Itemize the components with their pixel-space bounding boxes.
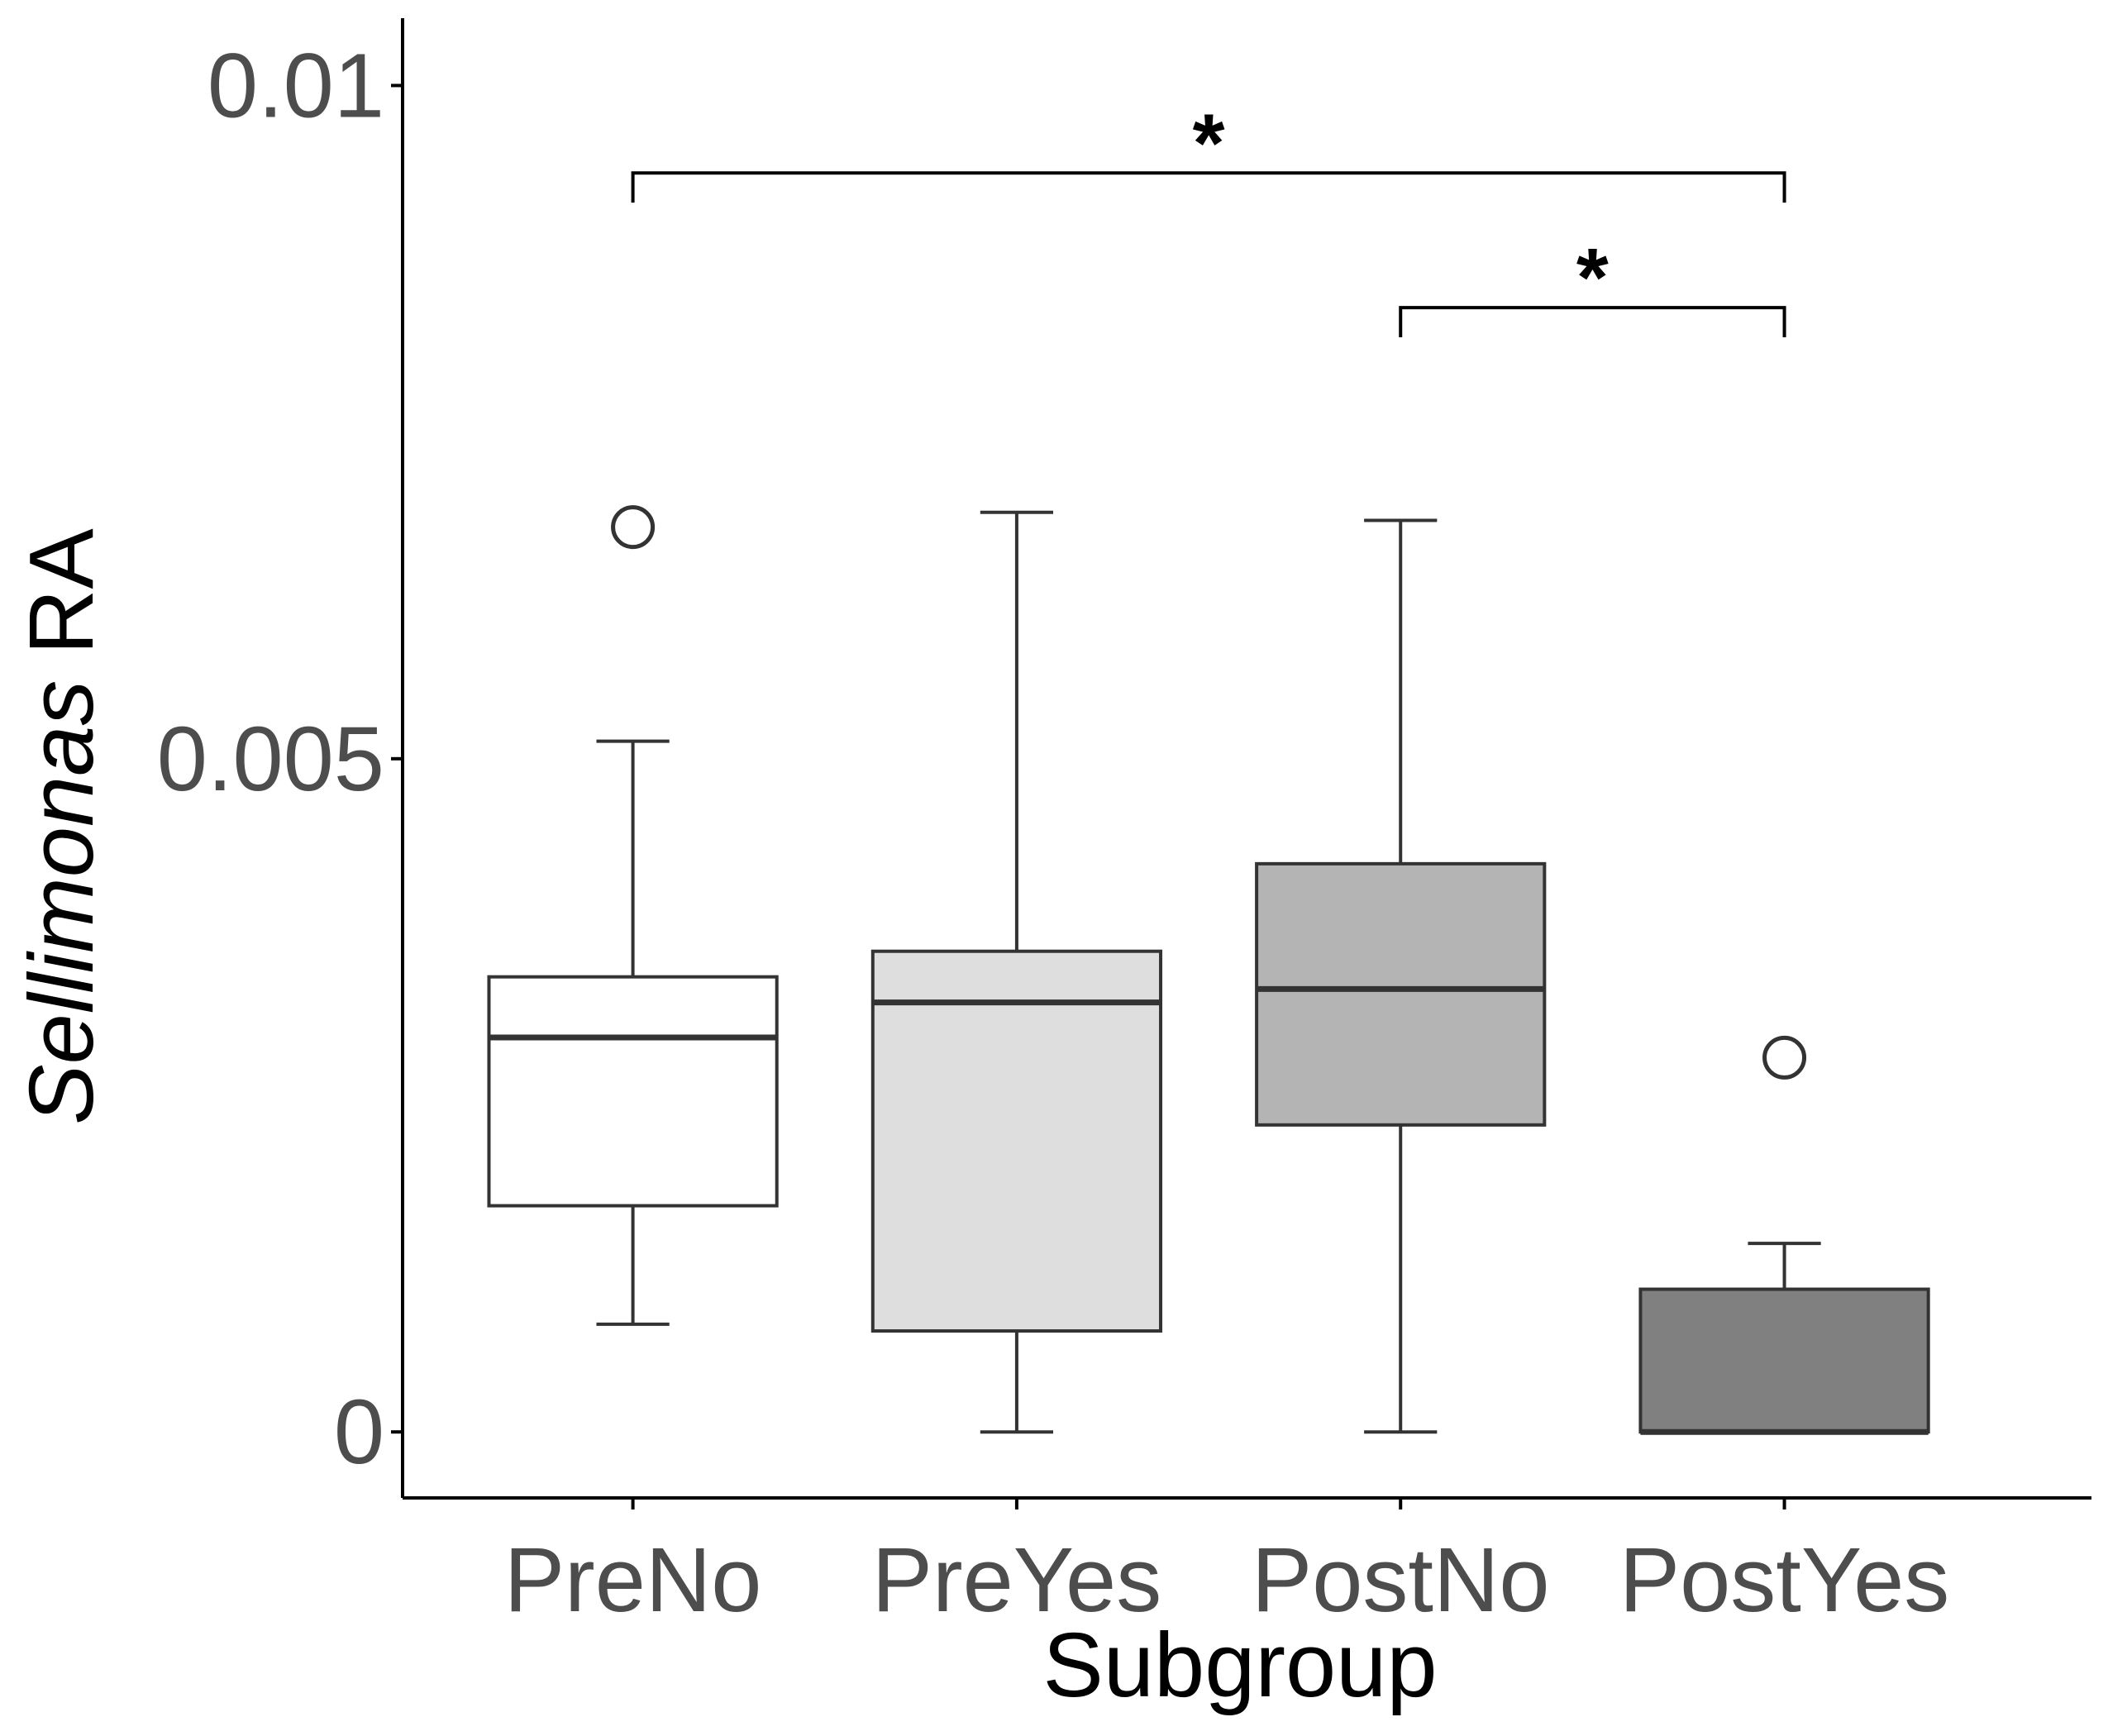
y-axis-title-italic: Sellimonas	[11, 680, 112, 1125]
x-tick-label: PostYes	[1619, 1529, 1950, 1631]
y-tick-label: 0.005	[157, 708, 384, 810]
significance-bracket	[1399, 306, 1786, 338]
x-tick-label: PostNo	[1252, 1529, 1550, 1631]
y-tick-label: 0	[334, 1381, 384, 1483]
x-tick-label: PreYes	[872, 1529, 1162, 1631]
x-tick-label: PreNo	[504, 1529, 762, 1631]
y-tick-label: 0.01	[207, 35, 384, 136]
x-axis-title: Subgroup	[1042, 1614, 1437, 1716]
box-PostYes	[1638, 1287, 1930, 1434]
significance-star: *	[1576, 231, 1609, 324]
box-PostNo	[1255, 861, 1547, 1127]
y-axis-title-rest: RA	[11, 528, 112, 680]
box-PreYes	[870, 949, 1163, 1333]
significance-star: *	[1193, 97, 1225, 189]
outlier-point	[611, 505, 656, 550]
box-PreNo	[487, 975, 779, 1208]
y-axis-title: Sellimonas RA	[11, 528, 112, 1125]
significance-bracket	[631, 171, 1786, 203]
outlier-point	[1762, 1035, 1807, 1080]
